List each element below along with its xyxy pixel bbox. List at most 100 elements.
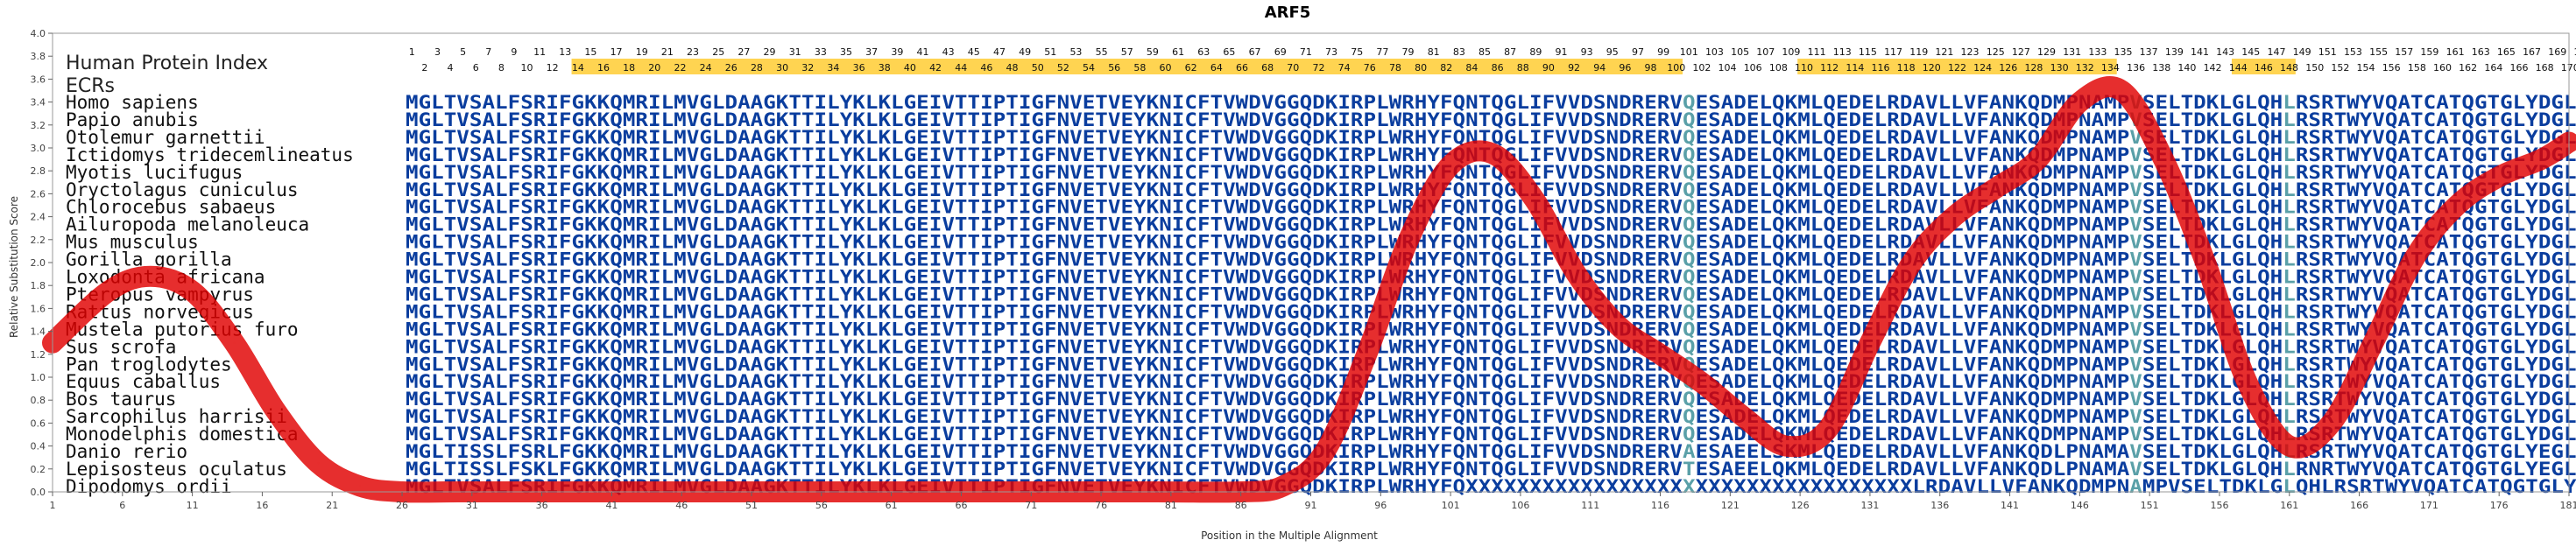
index-number-bottom: 12 [547,62,559,74]
index-number-top: 87 [1504,46,1516,58]
y-tick-label: 3.0 [31,143,46,154]
index-number-top: 27 [738,46,750,58]
index-number-top: 55 [1096,46,1108,58]
index-number-bottom: 62 [1185,62,1197,74]
sequence-row: MGLTISSLFSRLFGKKQMRILMVGLDAAGKTTILYKLKLG… [406,441,2576,462]
index-number-bottom: 24 [700,62,712,74]
y-tick-label: 1.6 [31,303,46,314]
score-point [2205,262,2207,264]
x-tick-label: 86 [1235,500,1247,511]
x-tick-label: 76 [1095,500,1107,511]
y-tick-label: 4.0 [31,28,46,39]
species-label: Ictidomys tridecemlineatus [66,144,354,165]
ecr-highlights [571,59,2296,74]
index-number-bottom: 38 [879,62,891,74]
index-number-bottom: 146 [2255,62,2273,74]
index-number-bottom: 20 [648,62,660,74]
sequence-row: MGLTVSALFSRIFGKKQMRILMVGLDAAGKTTILYKLKLG… [406,301,2576,322]
index-number-top: 5 [460,46,466,58]
score-point [275,410,278,413]
index-number-top: 119 [1909,46,1928,58]
index-number-bottom: 96 [1619,62,1631,74]
score-point [2330,422,2333,424]
index-number-bottom: 84 [1465,62,1478,74]
index-number-bottom: 76 [1364,62,1376,74]
score-point [1701,382,1704,384]
index-number-top: 67 [1249,46,1261,58]
score-point [149,275,152,277]
index-number-bottom: 90 [1542,62,1555,74]
index-number-bottom: 92 [1568,62,1580,74]
y-axis-label: Relative Substitution Score [8,196,20,338]
index-number-bottom: 148 [2280,62,2298,74]
score-point [1450,164,1452,166]
index-number-top: 3 [434,46,441,58]
x-tick-label: 136 [1930,500,1949,511]
index-number-bottom: 18 [623,62,635,74]
score-point [2540,158,2543,161]
index-number-bottom: 86 [1492,62,1504,74]
index-number-bottom: 22 [674,62,686,74]
ecr-band-2 [1797,59,2117,74]
species-label: Monodelphis domestica [66,424,299,445]
index-number-bottom: 150 [2305,62,2324,74]
index-number-top: 145 [2241,46,2260,58]
index-number-bottom: 42 [929,62,942,74]
index-number-top: 91 [1555,46,1567,58]
index-number-top: 85 [1479,46,1491,58]
index-number-top: 161 [2446,46,2465,58]
species-label: Mustela putorius furo [66,319,299,340]
index-number-bottom: 112 [1820,62,1838,74]
species-label: Danio rerio [66,441,187,462]
index-number-bottom: 120 [1923,62,1941,74]
index-number-top: 59 [1147,46,1159,58]
index-number-bottom: 164 [2484,62,2502,74]
index-number-bottom: 160 [2433,62,2452,74]
score-point [2456,204,2459,207]
x-tick-label: 166 [2350,500,2368,511]
index-number-bottom: 36 [853,62,865,74]
index-number-top: 37 [865,46,878,58]
index-number-bottom: 102 [1692,62,1711,74]
sequence-row: MGLTVSALFSRIFGKKQMRILMVGLDAAGKTTILYKLKLG… [406,284,2576,305]
index-number-bottom: 56 [1108,62,1120,74]
index-number-top: 93 [1581,46,1593,58]
index-number-bottom: 54 [1083,62,1095,74]
index-number-top: 141 [2191,46,2209,58]
index-number-bottom: 122 [1948,62,1966,74]
y-tick-label: 2.2 [31,235,46,246]
sequence-row: MGLTVSALFSRIFGKKQMRILMVGLDAAGKTTILYKLKLG… [406,371,2576,392]
species-label: Chlorocebus sabaeus [66,197,276,218]
index-number-bottom: 30 [776,62,788,74]
x-tick-label: 161 [2280,500,2298,511]
index-number-bottom: 52 [1057,62,1069,74]
index-number-bottom: 34 [827,62,839,74]
index-number-top: 41 [916,46,928,58]
x-tick-label: 146 [2071,500,2089,511]
index-number-top: 79 [1402,46,1415,58]
index-number-bottom: 46 [980,62,992,74]
ecr-band-1 [571,59,1683,74]
index-number-top: 163 [2472,46,2490,58]
index-number-top: 135 [2114,46,2133,58]
index-number-bottom: 50 [1032,62,1044,74]
index-number-top: 103 [1705,46,1724,58]
ecrs-title: ECRs [66,75,115,97]
y-tick-label: 1.4 [31,326,46,338]
index-number-bottom: 152 [2331,62,2349,74]
index-number-top: 143 [2216,46,2234,58]
index-number-top: 57 [1121,46,1133,58]
y-tick-label: 0.2 [31,464,46,475]
index-number-top: 7 [485,46,491,58]
x-tick-label: 121 [1721,500,1740,511]
y-tick-label: 3.6 [31,74,46,85]
x-tick-label: 176 [2490,500,2509,511]
index-number-top: 125 [1987,46,2005,58]
x-tick-label: 11 [187,500,199,511]
x-tick-label: 96 [1374,500,1387,511]
index-number-bottom: 108 [1769,62,1788,74]
index-number-top: 23 [687,46,699,58]
score-point [1952,215,1955,218]
